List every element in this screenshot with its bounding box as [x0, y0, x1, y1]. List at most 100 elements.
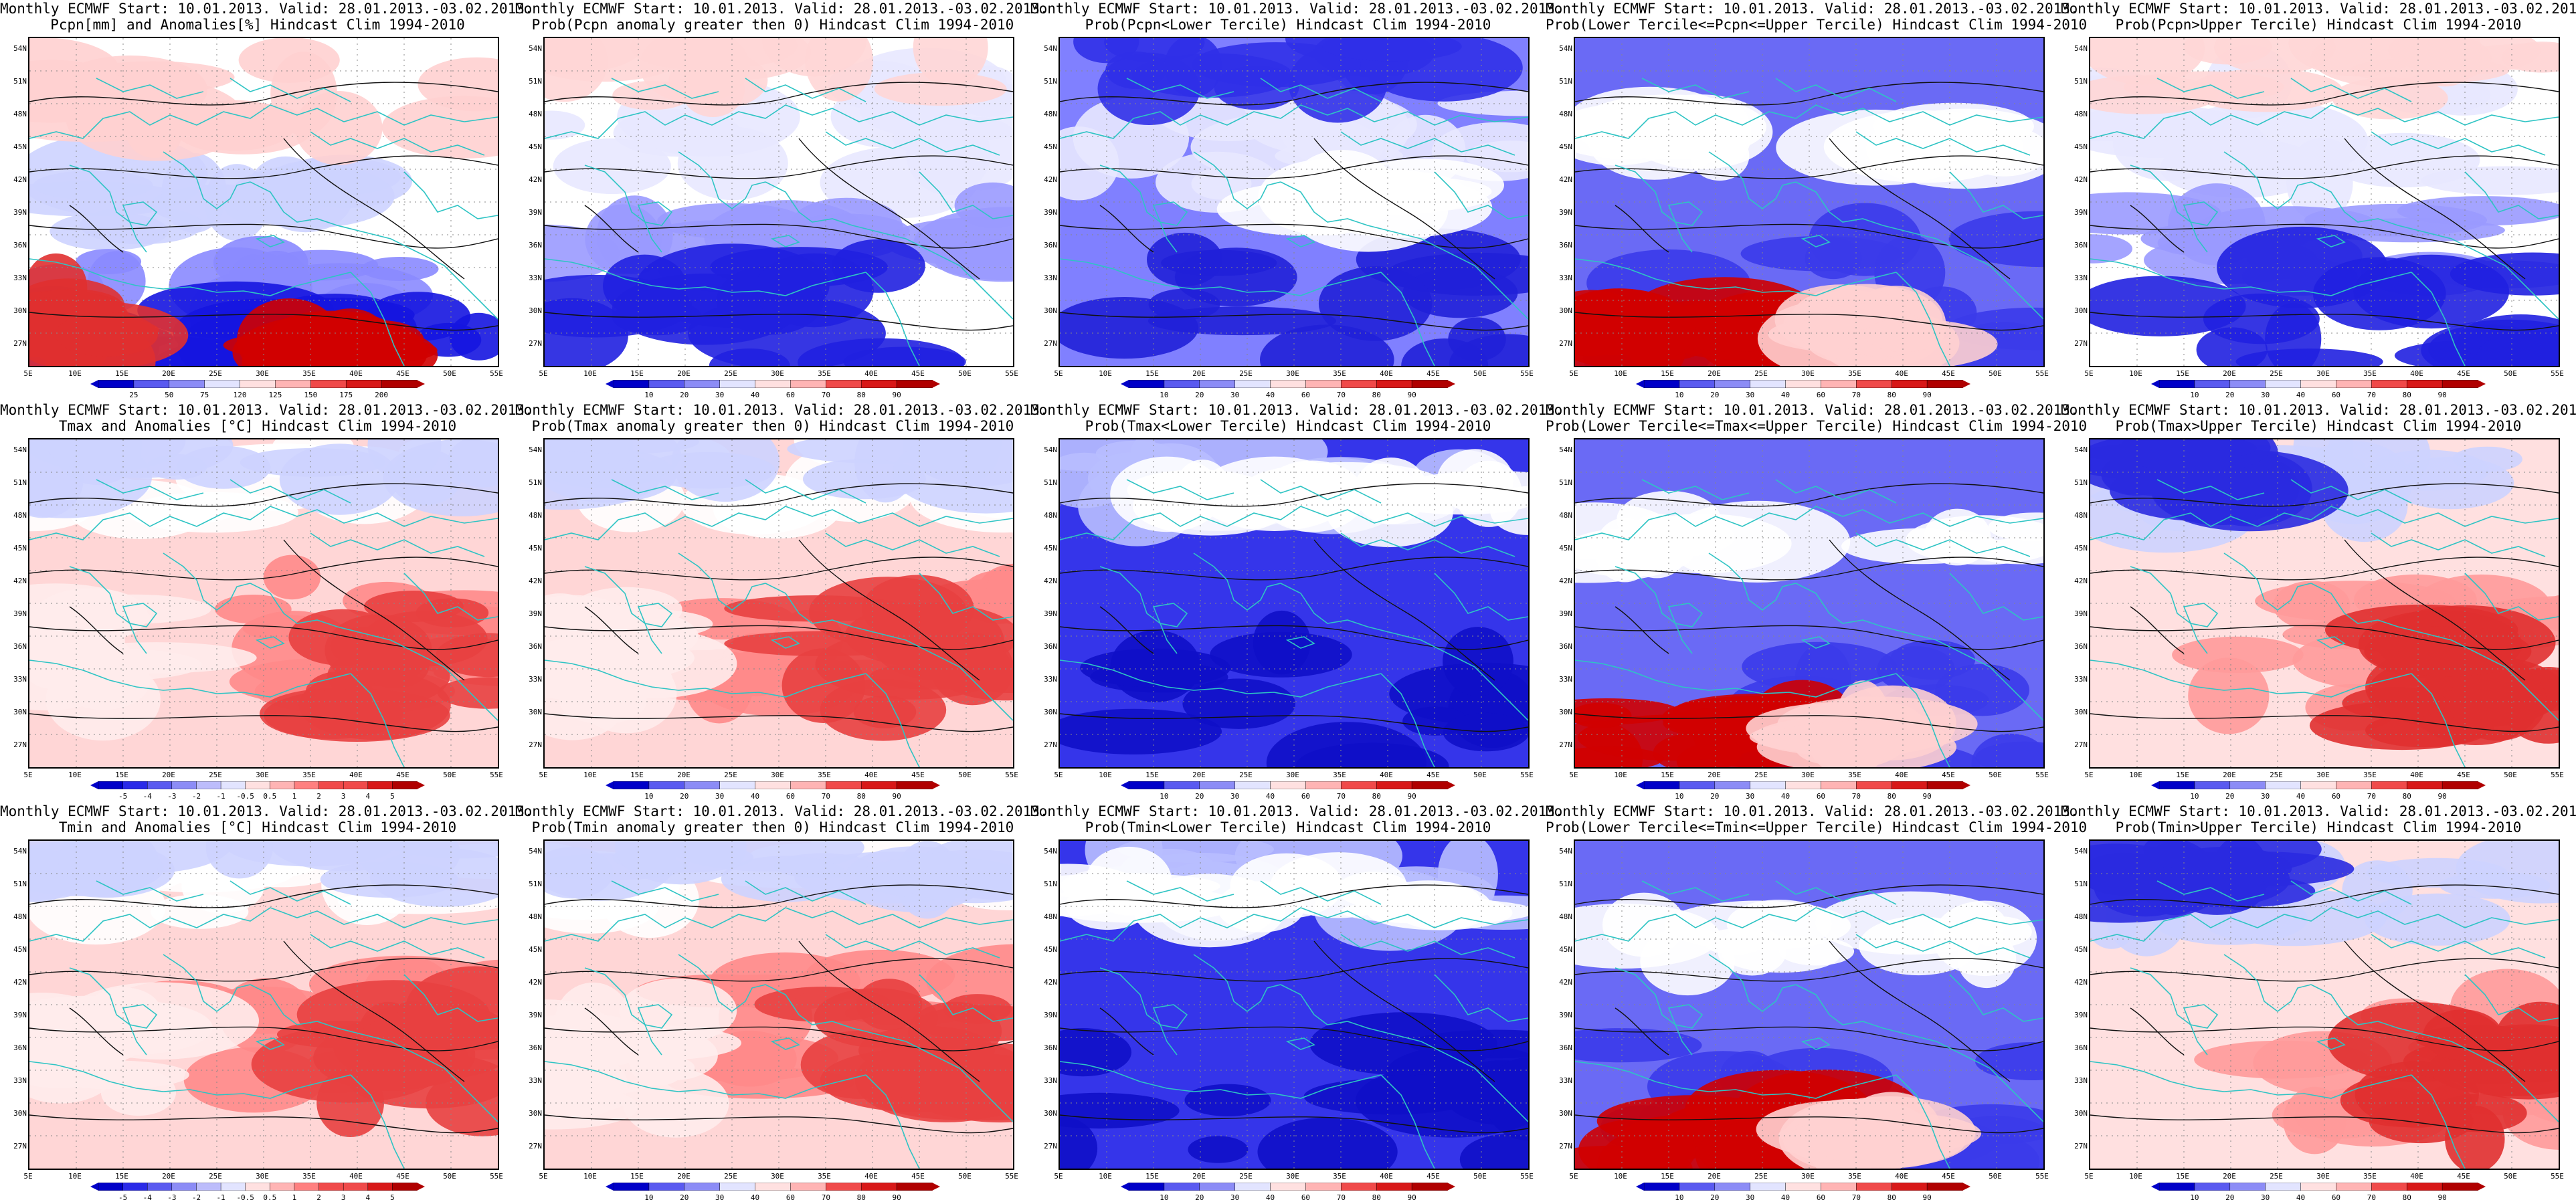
longitude-label: 50E [443, 771, 456, 779]
colorbar-tick-label: 30 [1746, 792, 1755, 801]
colorbar-tick-label: 10 [1675, 1193, 1684, 1202]
latitude-label: 54N [1559, 445, 1572, 454]
colorbar-tick-label: -3 [167, 792, 177, 801]
latitude-label: 33N [1044, 675, 1057, 684]
colorbar [1636, 380, 1970, 388]
longitude-label: 35E [302, 771, 316, 779]
colorbar-tick-label: 4 [365, 1193, 371, 1202]
panel-title-line1: Monthly ECMWF Start: 10.01.2013. Valid: … [0, 1, 533, 17]
panel-title-line1: Monthly ECMWF Start: 10.01.2013. Valid: … [1030, 803, 1564, 819]
colorbar-tick-label: -0.5 [236, 1193, 254, 1202]
map-field [545, 439, 1013, 767]
latitude-label: 39N [1044, 1011, 1057, 1019]
colorbar-tick-label: 20 [2225, 391, 2235, 399]
longitude-label: 45E [396, 771, 409, 779]
latitude-label: 45N [13, 142, 27, 151]
panel-title-line1: Monthly ECMWF Start: 10.01.2013. Valid: … [2061, 803, 2576, 819]
longitude-label: 35E [2363, 771, 2377, 779]
colorbar-tick-label: 20 [1710, 391, 1720, 399]
map-field [2090, 439, 2559, 767]
latitude-label: 51N [1559, 77, 1572, 86]
longitude-label: 30E [1801, 771, 1815, 779]
colorbar [606, 1183, 940, 1191]
latitude-label: 51N [2074, 478, 2088, 487]
colorbar [1121, 781, 1455, 789]
latitude-label: 30N [2074, 1109, 2088, 1118]
latitude-label: 30N [529, 708, 542, 716]
colorbar-tick-label: 60 [1816, 1193, 1826, 1202]
longitude-label: 30E [2316, 1172, 2330, 1181]
map-field [545, 841, 1013, 1169]
longitude-label: 55E [2551, 771, 2564, 779]
colorbar-tick-label: 0.5 [263, 1193, 277, 1202]
longitude-label: 50E [443, 1172, 456, 1181]
longitude-label: 40E [1380, 1172, 1393, 1181]
longitude-label: 40E [864, 369, 878, 378]
longitude-label: 15E [2176, 1172, 2189, 1181]
colorbar-graphic [2151, 380, 2486, 388]
panel-title-line2: Prob(Lower Tercile<=Pcpn<=Upper Tercile)… [1546, 17, 2088, 33]
latitude-label: 51N [529, 880, 542, 888]
latitude-label: 36N [1044, 241, 1057, 249]
colorbar-tick-label: 30 [715, 1193, 725, 1202]
colorbar-tick-label: 90 [1922, 391, 1932, 399]
colorbar-tick-label: 90 [2437, 391, 2447, 399]
colorbar-graphic [1636, 380, 1970, 388]
longitude-label: 25E [1754, 369, 1768, 378]
latitude-label: 36N [1044, 642, 1057, 651]
colorbar-tick-label: -2 [191, 1193, 201, 1202]
map-area [1059, 37, 1530, 367]
latitude-label: 30N [1044, 708, 1057, 716]
longitude-label: 20E [1192, 771, 1206, 779]
latitude-label: 48N [2074, 511, 2088, 520]
latitude-label: 45N [2074, 544, 2088, 553]
panel-title-line2: Prob(Lower Tercile<=Tmin<=Upper Tercile)… [1546, 819, 2088, 835]
latitude-label: 42N [2074, 978, 2088, 987]
latitude-label: 54N [529, 847, 542, 856]
latitude-label: 51N [1559, 478, 1572, 487]
latitude-label: 45N [529, 544, 542, 553]
panel-title-line2: Prob(Pcpn>Upper Tercile) Hindcast Clim 1… [2115, 17, 2522, 33]
colorbar-tick-label: 40 [1780, 391, 1790, 399]
map-panel: Monthly ECMWF Start: 10.01.2013. Valid: … [1546, 0, 2088, 401]
longitude-label: 25E [1239, 1172, 1253, 1181]
latitude-label: 45N [1044, 142, 1057, 151]
panel-title-line2: Prob(Tmax<Lower Tercile) Hindcast Clim 1… [1085, 418, 1491, 434]
longitude-label: 5E [1569, 771, 1578, 779]
colorbar-tick-label: 80 [1372, 792, 1381, 801]
colorbar-tick-label: 25 [129, 391, 139, 399]
longitude-label: 30E [1286, 1172, 1299, 1181]
latitude-label: 54N [1559, 847, 1572, 856]
latitude-label: 54N [2074, 847, 2088, 856]
latitude-label: 30N [1044, 1109, 1057, 1118]
longitude-label: 45E [911, 1172, 925, 1181]
latitude-label: 33N [2074, 274, 2088, 282]
latitude-label: 45N [2074, 945, 2088, 954]
latitude-label: 42N [13, 978, 27, 987]
latitude-label: 30N [13, 708, 27, 716]
longitude-label: 55E [2551, 369, 2564, 378]
latitude-label: 39N [13, 609, 27, 618]
longitude-label: 10E [583, 771, 597, 779]
longitude-label: 5E [23, 369, 33, 378]
colorbar-tick-label: 5 [390, 792, 395, 801]
map-panel: Monthly ECMWF Start: 10.01.2013. Valid: … [1030, 401, 1564, 803]
longitude-label: 45E [2457, 1172, 2470, 1181]
map-panel: Monthly ECMWF Start: 10.01.2013. Valid: … [2061, 0, 2576, 401]
map-field [29, 38, 498, 366]
colorbar-tick-label: 40 [1780, 792, 1790, 801]
colorbar-tick-label: -0.5 [236, 792, 254, 801]
latitude-label: 54N [1044, 445, 1057, 454]
latitude-label: 33N [13, 1076, 27, 1085]
latitude-label: 42N [1044, 175, 1057, 184]
longitude-label: 55E [1520, 369, 1534, 378]
longitude-label: 10E [2129, 771, 2142, 779]
latitude-label: 42N [529, 978, 542, 987]
latitude-label: 33N [13, 274, 27, 282]
latitude-label: 42N [13, 175, 27, 184]
longitude-label: 20E [2223, 369, 2236, 378]
colorbar-graphic [606, 380, 940, 388]
longitude-label: 40E [2410, 1172, 2423, 1181]
longitude-label: 30E [771, 1172, 784, 1181]
longitude-label: 10E [1614, 1172, 1627, 1181]
